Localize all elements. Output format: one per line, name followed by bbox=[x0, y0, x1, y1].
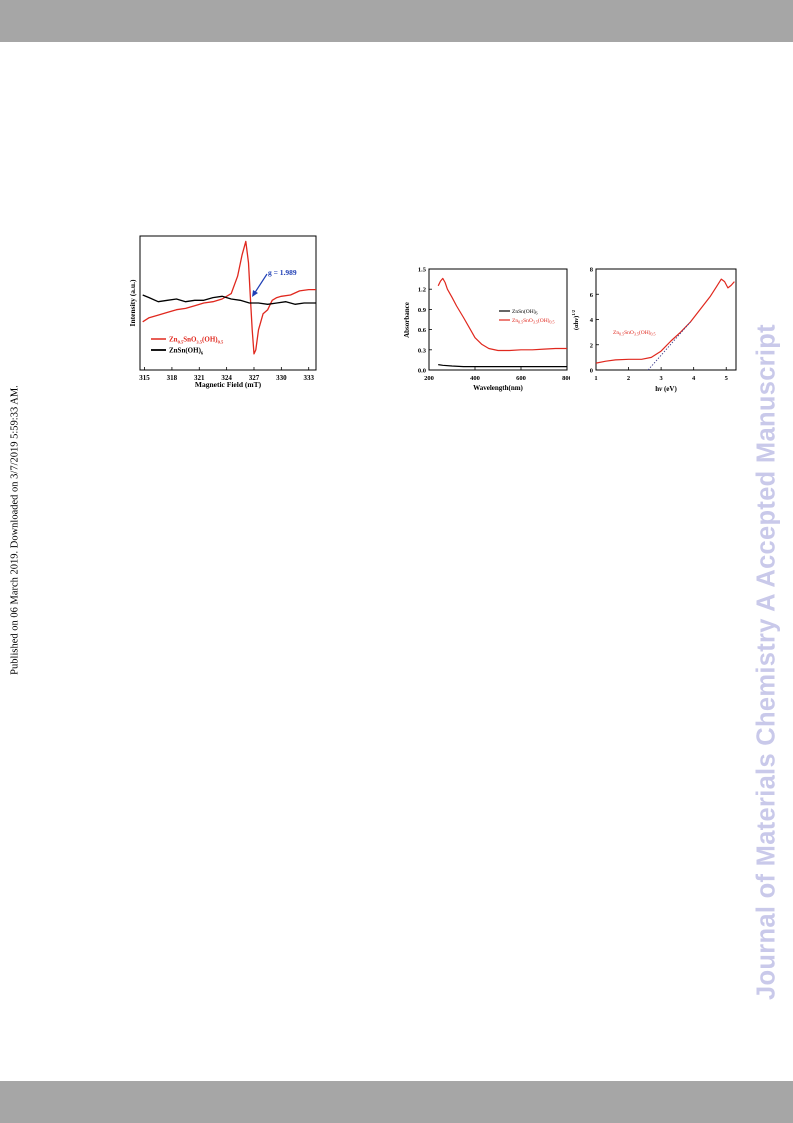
abs-series-line-0 bbox=[438, 364, 567, 368]
epr-annotation-arrowhead bbox=[252, 290, 258, 297]
epr-legend-label-1: ZnSn(OH)6 bbox=[169, 347, 204, 356]
tauc-x-tick-label-2: 3 bbox=[659, 375, 663, 382]
journal-watermark: Journal of Materials Chemistry A Accepte… bbox=[752, 324, 781, 1000]
tauc-x-axis-label: hv (eV) bbox=[655, 385, 677, 393]
epr-chart: 315 318 321 324 327 330 333 Magnetic Field (mT… bbox=[128, 235, 317, 389]
tauc-x-tick-label-3: 4 bbox=[692, 375, 696, 382]
epr-annotation-arrow bbox=[253, 273, 268, 295]
epr-x-tick-label-2: 321 bbox=[194, 374, 205, 382]
epr-x-tick-label-0: 315 bbox=[139, 374, 150, 382]
abs-y-tick-label-3: 0.9 bbox=[418, 307, 427, 314]
tauc-y-axis-label: (αhv)1/2 bbox=[571, 309, 580, 330]
tauc-series-line-0 bbox=[595, 278, 735, 364]
epr-x-tick-label-1: 318 bbox=[167, 374, 178, 382]
top-band bbox=[0, 0, 793, 42]
tauc-plot-frame bbox=[595, 268, 737, 371]
absorbance-chart: 200 400 600 800 0.0 0.3 0.6 0.9 1.2 1.5 Wavelengt… bbox=[403, 267, 570, 393]
tauc-y-tick-label-1: 2 bbox=[590, 342, 593, 349]
tauc-chart: 1 2 3 4 5 0 2 4 6 8 hv (eV) (αhv)1/2 Zn0.5SnO3.5(… bbox=[571, 267, 737, 393]
abs-y-axis-label: Absorbance bbox=[403, 302, 411, 338]
tauc-x-tick-label-0: 1 bbox=[594, 375, 597, 382]
bottom-band bbox=[0, 1081, 793, 1123]
epr-x-tick-label-3: 324 bbox=[221, 374, 232, 382]
abs-y-tick-label-0: 0.0 bbox=[418, 368, 426, 375]
epr-x-tick-label-4: 327 bbox=[249, 374, 260, 382]
epr-series-line-0 bbox=[142, 240, 316, 355]
tauc-x-tick-label-4: 5 bbox=[725, 375, 729, 382]
tauc-y-tick-label-2: 4 bbox=[590, 317, 594, 324]
epr-annotation-text: g = 1.989 bbox=[268, 268, 297, 277]
abs-legend-label-0: ZnSn(OH)6 bbox=[512, 308, 538, 316]
epr-x-axis-label: Magnetic Field (mT) bbox=[195, 380, 262, 389]
abs-x-tick-label-0: 200 bbox=[424, 375, 434, 382]
epr-plot-frame bbox=[139, 235, 317, 371]
abs-y-tick-label-4: 1.2 bbox=[418, 287, 426, 294]
abs-series-line-1 bbox=[437, 277, 567, 352]
epr-x-tick-label-6: 333 bbox=[303, 374, 314, 382]
abs-x-tick-label-1: 400 bbox=[470, 375, 480, 382]
tauc-y-tick-label-3: 6 bbox=[590, 292, 594, 299]
tauc-y-tick-label-0: 0 bbox=[590, 368, 593, 375]
abs-y-tick-label-2: 0.6 bbox=[418, 327, 427, 334]
abs-y-tick-label-1: 0.3 bbox=[418, 347, 427, 354]
abs-y-tick-label-5: 1.5 bbox=[418, 267, 427, 274]
epr-legend-label-0: Zn0.5SnO3.5(OH)0.5 bbox=[169, 336, 224, 345]
abs-x-axis-label: Wavelength(nm) bbox=[473, 384, 523, 392]
tauc-y-tick-label-4: 8 bbox=[590, 267, 594, 274]
abs-legend-label-1: Zn0.5SnO3.5(OH)0.5 bbox=[512, 317, 555, 325]
tauc-x-tick-label-1: 2 bbox=[627, 375, 630, 382]
abs-x-tick-label-3: 800 bbox=[562, 375, 570, 382]
abs-plot-frame bbox=[428, 268, 568, 371]
epr-y-axis-label: Intensity (a.u.) bbox=[128, 279, 137, 326]
epr-x-tick-label-5: 330 bbox=[276, 374, 287, 382]
tauc-legend-label-0: Zn0.5SnO3.5(OH)0.5 bbox=[613, 329, 656, 337]
published-note: Published on 06 March 2019. Downloaded o… bbox=[9, 385, 21, 675]
abs-x-tick-label-2: 600 bbox=[516, 375, 526, 382]
epr-series-line-1 bbox=[142, 294, 316, 305]
